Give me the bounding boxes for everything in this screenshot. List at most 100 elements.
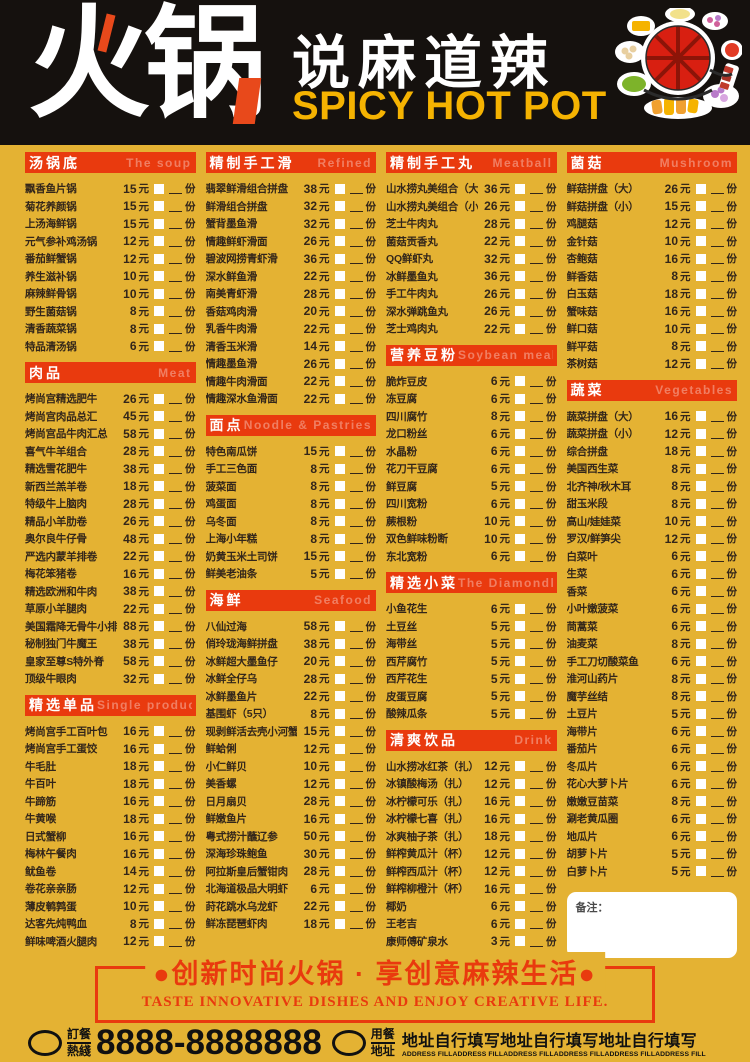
item-checkbox[interactable] [695,586,706,597]
quantity-blank[interactable] [530,323,543,335]
quantity-blank[interactable] [169,463,182,475]
item-checkbox[interactable] [515,708,525,719]
item-checkbox[interactable] [695,481,706,492]
item-checkbox[interactable] [515,883,525,894]
quantity-blank[interactable] [349,393,363,405]
quantity-blank[interactable] [530,463,543,475]
quantity-blank[interactable] [349,533,363,545]
item-checkbox[interactable] [334,533,345,544]
quantity-blank[interactable] [169,603,182,615]
quantity-blank[interactable] [169,341,182,352]
item-checkbox[interactable] [515,411,525,422]
quantity-blank[interactable] [710,551,724,562]
quantity-blank[interactable] [169,761,182,772]
quantity-blank[interactable] [710,761,724,772]
quantity-blank[interactable] [710,708,724,720]
quantity-blank[interactable] [530,778,543,790]
quantity-blank[interactable] [169,428,182,440]
item-checkbox[interactable] [154,883,164,894]
quantity-blank[interactable] [349,726,363,737]
quantity-blank[interactable] [530,796,543,807]
item-checkbox[interactable] [334,551,345,562]
quantity-blank[interactable] [349,551,363,562]
notes-box[interactable]: 备注： [566,892,737,958]
quantity-blank[interactable] [530,673,543,685]
quantity-blank[interactable] [530,813,543,825]
quantity-blank[interactable] [530,831,543,842]
item-checkbox[interactable] [334,516,345,527]
quantity-blank[interactable] [349,306,363,317]
item-checkbox[interactable] [695,306,706,317]
quantity-blank[interactable] [169,831,182,842]
item-checkbox[interactable] [154,236,164,247]
quantity-blank[interactable] [710,358,724,370]
quantity-blank[interactable] [530,411,543,422]
quantity-blank[interactable] [169,568,182,580]
quantity-blank[interactable] [169,743,182,755]
item-checkbox[interactable] [334,813,345,824]
item-checkbox[interactable] [334,376,345,387]
quantity-blank[interactable] [349,796,363,807]
quantity-blank[interactable] [349,708,363,720]
item-checkbox[interactable] [695,603,706,614]
quantity-blank[interactable] [710,866,724,877]
quantity-blank[interactable] [169,726,182,737]
item-checkbox[interactable] [515,638,525,649]
item-checkbox[interactable] [154,568,164,579]
quantity-blank[interactable] [169,848,182,860]
quantity-blank[interactable] [169,516,182,527]
quantity-blank[interactable] [349,918,363,930]
quantity-blank[interactable] [349,831,363,842]
item-checkbox[interactable] [154,253,164,264]
quantity-blank[interactable] [169,393,182,405]
item-checkbox[interactable] [334,708,345,719]
quantity-blank[interactable] [530,866,543,877]
quantity-blank[interactable] [710,306,724,317]
quantity-blank[interactable] [530,638,543,650]
quantity-blank[interactable] [169,271,182,282]
quantity-blank[interactable] [710,341,724,352]
quantity-blank[interactable] [349,463,363,475]
item-checkbox[interactable] [334,568,345,579]
item-checkbox[interactable] [695,848,706,859]
item-checkbox[interactable] [515,866,525,877]
item-checkbox[interactable] [334,726,345,737]
item-checkbox[interactable] [695,761,706,772]
quantity-blank[interactable] [349,271,363,282]
item-checkbox[interactable] [515,673,525,684]
quantity-blank[interactable] [169,586,182,597]
quantity-blank[interactable] [530,603,543,615]
quantity-blank[interactable] [530,848,543,860]
item-checkbox[interactable] [334,656,345,667]
item-checkbox[interactable] [515,323,525,334]
quantity-blank[interactable] [169,323,182,335]
item-checkbox[interactable] [695,533,706,544]
quantity-blank[interactable] [710,323,724,335]
item-checkbox[interactable] [334,358,345,369]
item-checkbox[interactable] [695,428,706,439]
item-checkbox[interactable] [695,516,706,527]
item-checkbox[interactable] [695,656,706,667]
quantity-blank[interactable] [349,813,363,825]
quantity-blank[interactable] [349,218,363,230]
quantity-blank[interactable] [530,428,543,440]
item-checkbox[interactable] [154,866,164,877]
quantity-blank[interactable] [169,866,182,877]
item-checkbox[interactable] [334,883,345,894]
quantity-blank[interactable] [710,638,724,650]
item-checkbox[interactable] [515,498,525,509]
quantity-blank[interactable] [169,673,182,685]
item-checkbox[interactable] [334,918,345,929]
quantity-blank[interactable] [349,691,363,702]
quantity-blank[interactable] [349,376,363,387]
quantity-blank[interactable] [349,883,363,895]
quantity-blank[interactable] [530,551,543,562]
quantity-blank[interactable] [349,621,363,632]
item-checkbox[interactable] [154,761,164,772]
item-checkbox[interactable] [334,866,345,877]
quantity-blank[interactable] [710,603,724,615]
item-checkbox[interactable] [695,621,706,632]
item-checkbox[interactable] [515,918,525,929]
quantity-blank[interactable] [530,253,543,265]
quantity-blank[interactable] [530,656,543,667]
